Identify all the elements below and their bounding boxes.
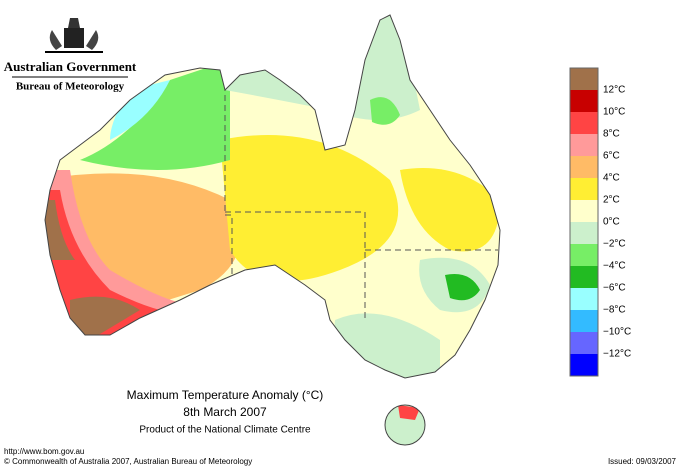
subtitle: Product of the National Climate Centre [139,425,311,436]
legend-swatch [570,156,598,178]
legend-swatch [570,310,598,332]
legend-label: 8°C [603,129,620,140]
legend-label: 4°C [603,173,620,184]
legend: 12°C 10°C 8°C 6°C 4°C 2°C 0°C −2°C −4°C −6°C −8°C −… [569,67,631,377]
legend-label: −4°C [603,261,626,272]
issued: Issued: 09/03/2007 [608,457,677,466]
legend-swatch [570,222,598,244]
legend-swatch [570,354,598,376]
legend-swatch [570,68,598,90]
government: Australian Government [4,59,137,74]
date: 8th March 2007 [183,405,267,419]
crest [45,18,103,53]
legend-swatch [570,134,598,156]
legend-label: −2°C [603,239,626,250]
legend-label: 0°C [603,217,620,228]
legend-swatch [570,178,598,200]
legend-label: 12°C [603,85,625,96]
legend-swatch [570,112,598,134]
legend-label: −6°C [603,283,626,294]
legend-label: −10°C [603,327,631,338]
copyright: © Commonwealth of Australia 2007, Austra… [4,457,252,466]
legend-frame [569,67,599,377]
tasmania [384,404,426,446]
legend-swatch [570,90,598,112]
title: Maximum Temperature Anomaly (°C) [127,388,324,402]
legend-swatch [570,332,598,354]
agency: Bureau of Meteorology [16,81,125,93]
legend-swatch [570,266,598,288]
legend-label: 6°C [603,151,620,162]
legend-label: −12°C [603,349,631,360]
legend-label: 2°C [603,195,620,206]
legend-swatch [570,200,598,222]
legend-label: −8°C [603,305,626,316]
legend-swatch [570,288,598,310]
url: http://www.bom.gov.au [4,447,84,456]
legend-label: 10°C [603,107,625,118]
legend-swatch [570,244,598,266]
